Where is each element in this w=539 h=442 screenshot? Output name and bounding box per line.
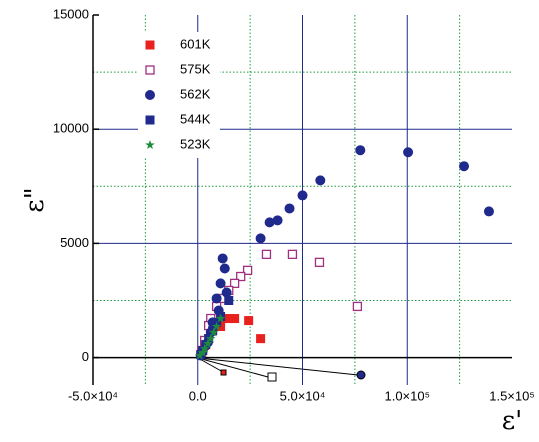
legend: 601K 575K 562K 544K 523K bbox=[138, 32, 220, 158]
x-axis-label: ε' bbox=[502, 406, 523, 436]
point bbox=[297, 190, 308, 201]
point bbox=[315, 175, 326, 186]
point bbox=[244, 316, 254, 326]
point bbox=[206, 333, 216, 343]
legend-label: 523K bbox=[180, 136, 211, 151]
x-tick-label: 1.5×10⁵ bbox=[489, 388, 535, 403]
y-tick-label: 10000 bbox=[53, 121, 89, 136]
inset-arrows bbox=[197, 357, 366, 382]
arrow bbox=[197, 357, 269, 378]
point bbox=[211, 293, 222, 304]
point bbox=[221, 287, 232, 298]
legend-marker bbox=[145, 115, 155, 125]
point bbox=[229, 278, 240, 289]
point bbox=[483, 206, 494, 217]
point bbox=[256, 334, 266, 344]
point bbox=[198, 347, 208, 357]
point bbox=[314, 257, 325, 268]
legend-marker bbox=[145, 65, 155, 75]
inset-marker bbox=[220, 369, 227, 376]
legend-label: 601K bbox=[180, 36, 211, 51]
point bbox=[242, 265, 253, 275]
y-axis-label: ε" bbox=[20, 187, 50, 212]
point bbox=[459, 161, 470, 172]
point bbox=[355, 145, 366, 156]
axes: -5.0×10⁴ 0.0 5.0×10⁴ 1.0×10⁵ 1.5×10⁵ 0 5000 100… bbox=[53, 6, 535, 403]
legend-label: 562K bbox=[180, 86, 211, 101]
y-tick-label: 15000 bbox=[53, 6, 89, 21]
x-tick-label: 1.0×10⁵ bbox=[384, 388, 430, 403]
point bbox=[224, 295, 234, 305]
point bbox=[272, 215, 283, 226]
x-tick-label: -5.0×10⁴ bbox=[68, 388, 118, 403]
y-tick-label: 5000 bbox=[60, 235, 89, 250]
x-tick-label: 5.0×10⁴ bbox=[280, 388, 326, 403]
point bbox=[403, 147, 414, 158]
arrow bbox=[197, 357, 359, 376]
inset-marker bbox=[356, 370, 366, 380]
legend-marker bbox=[145, 140, 155, 149]
point bbox=[264, 217, 275, 228]
points bbox=[195, 145, 494, 361]
point bbox=[236, 271, 246, 282]
point bbox=[199, 343, 210, 353]
arrow bbox=[197, 357, 224, 373]
point bbox=[211, 321, 222, 331]
x-tick-label: 0.0 bbox=[189, 388, 207, 403]
point bbox=[203, 338, 213, 348]
point bbox=[230, 314, 240, 324]
point bbox=[352, 301, 363, 312]
point bbox=[201, 340, 211, 350]
point bbox=[287, 249, 298, 260]
point bbox=[224, 314, 234, 324]
legend-label: 544K bbox=[180, 111, 211, 126]
legend-marker bbox=[145, 90, 155, 100]
legend-label: 575K bbox=[180, 61, 211, 76]
inset-marker bbox=[267, 372, 277, 382]
point bbox=[208, 327, 219, 337]
point bbox=[215, 278, 226, 289]
point bbox=[219, 263, 230, 274]
point bbox=[255, 233, 266, 244]
point bbox=[284, 203, 295, 214]
legend-marker bbox=[145, 40, 155, 50]
y-tick-label: 0 bbox=[82, 349, 89, 364]
point bbox=[261, 249, 272, 260]
point bbox=[217, 253, 228, 264]
point bbox=[215, 313, 226, 323]
point bbox=[195, 350, 205, 360]
